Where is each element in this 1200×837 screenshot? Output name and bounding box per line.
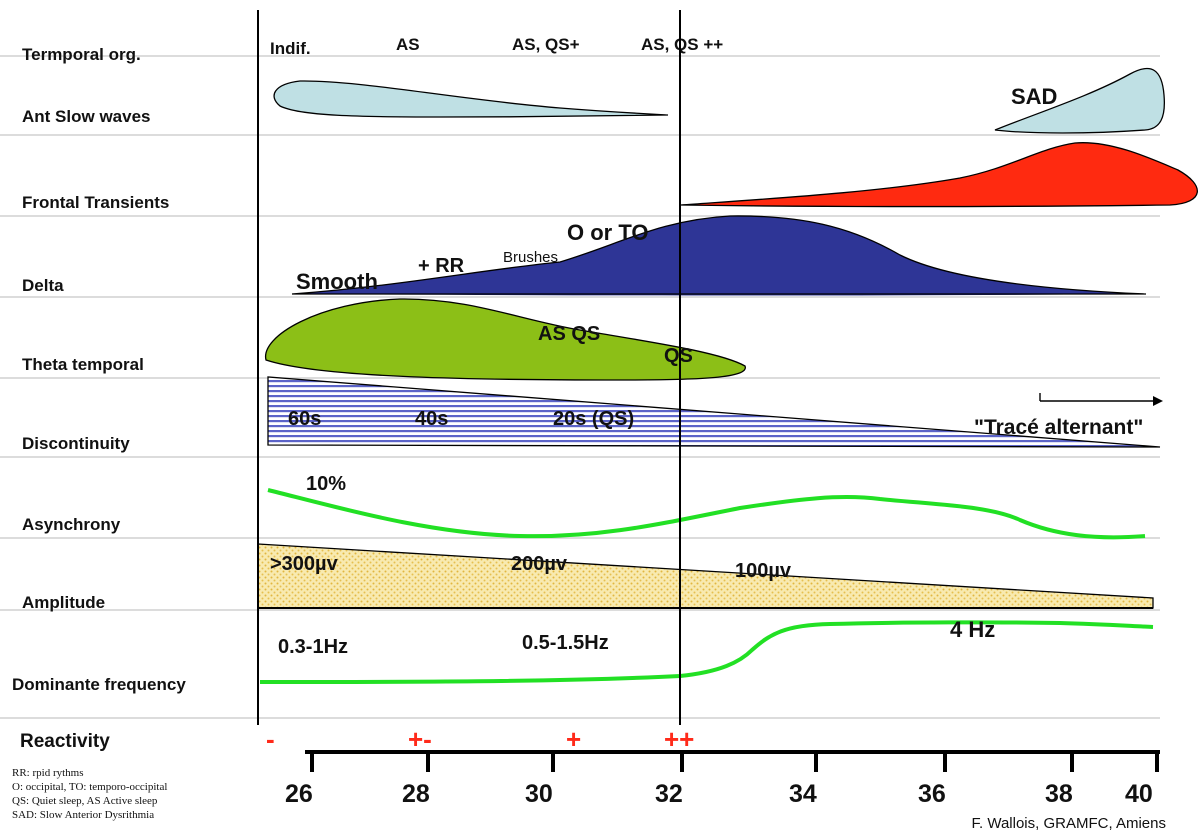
temporal-org-as-qs-plus: AS, QS+ xyxy=(512,35,580,54)
theta-label-qs: QS xyxy=(664,345,693,367)
axis-tick-30: 30 xyxy=(525,780,553,808)
discontinuity-label-60s: 60s xyxy=(288,408,321,430)
row-label-delta: Delta xyxy=(22,276,64,295)
legend-sad: SAD: Slow Anterior Dysrithmia xyxy=(12,809,154,821)
discontinuity-label-40s: 40s xyxy=(415,408,448,430)
axis-tick-34: 34 xyxy=(789,780,817,808)
axis-tick-28: 28 xyxy=(402,780,430,808)
delta-label-brushes: Brushes xyxy=(503,249,558,266)
temporal-org-as-qs-plusplus: AS, QS ++ xyxy=(641,35,723,54)
dom-freq-label-0-5-1-5hz: 0.5-1.5Hz xyxy=(522,632,609,654)
ant-slow-waves-sad-label: SAD xyxy=(1011,84,1057,109)
row-label-theta-temporal: Theta temporal xyxy=(22,355,144,374)
ant-slow-waves-sad-shape xyxy=(994,68,1166,134)
theta-temporal-shape xyxy=(265,298,746,381)
delta-label-o-or-to: O or TO xyxy=(567,220,649,245)
reactivity-plus-minus: +- xyxy=(408,724,432,754)
row-label-asynchrony: Asynchrony xyxy=(22,515,121,534)
axis-tick-32: 32 xyxy=(655,780,683,808)
amplitude-label-300uv: >300µv xyxy=(270,553,339,575)
amplitude-label-200uv: 200µv xyxy=(511,553,568,575)
trace-alternant-label: "Tracé alternant" xyxy=(974,416,1143,439)
asynchrony-curve xyxy=(267,488,1146,540)
ant-slow-waves-early-shape xyxy=(273,80,669,118)
age-axis: 26 28 30 32 34 36 38 40 xyxy=(285,750,1160,808)
asynchrony-label-10pct: 10% xyxy=(306,473,346,495)
axis-tick-38: 38 xyxy=(1045,780,1073,808)
abbreviation-legend: RR: rpid rythms O: occipital, TO: tempor… xyxy=(12,767,167,821)
discontinuity-label-20s-qs: 20s (QS) xyxy=(553,408,634,430)
frontal-transients-shape xyxy=(680,142,1198,208)
amplitude-shape xyxy=(257,543,1154,609)
row-labels: Termporal org. Ant Slow waves Frontal Tr… xyxy=(12,45,186,752)
amplitude-label-100uv: 100µv xyxy=(735,560,792,582)
delta-shape xyxy=(291,215,1147,297)
row-label-discontinuity: Discontinuity xyxy=(22,434,130,453)
row-label-ant-slow-waves: Ant Slow waves xyxy=(22,107,150,126)
theta-label-as-qs: AS QS xyxy=(538,323,600,345)
axis-tick-26: 26 xyxy=(285,780,313,808)
legend-qs-as: QS: Quiet sleep, AS Active sleep xyxy=(12,795,158,807)
row-label-dominant-frequency: Dominante frequency xyxy=(12,675,186,694)
delta-label-smooth: Smooth xyxy=(296,269,378,294)
reactivity-row: - +- + ++ xyxy=(266,724,694,754)
reactivity-minus: - xyxy=(266,724,275,754)
axis-tick-40: 40 xyxy=(1125,780,1153,808)
temporal-org-indif: Indif. xyxy=(270,39,311,58)
dom-freq-label-0-3-1hz: 0.3-1Hz xyxy=(278,636,348,658)
trace-alternant-arrow xyxy=(1039,393,1163,406)
reactivity-plus: + xyxy=(566,724,581,754)
legend-o-to: O: occipital, TO: temporo-occipital xyxy=(12,781,167,793)
dominant-frequency-curve xyxy=(259,620,1154,684)
axis-tick-36: 36 xyxy=(918,780,946,808)
row-label-amplitude: Amplitude xyxy=(22,593,105,612)
delta-label-rr: + RR xyxy=(418,255,465,277)
reactivity-plus-plus: ++ xyxy=(664,724,694,754)
row-label-temporal-org: Termporal org. xyxy=(22,45,141,64)
discontinuity-shape xyxy=(267,376,1161,448)
row-label-reactivity: Reactivity xyxy=(20,731,110,752)
row-label-frontal-transients: Frontal Transients xyxy=(22,193,169,212)
credit-line: F. Wallois, GRAMFC, Amiens xyxy=(972,815,1166,832)
legend-rr: RR: rpid rythms xyxy=(12,767,84,779)
dom-freq-label-4hz: 4 Hz xyxy=(950,617,995,642)
temporal-org-as: AS xyxy=(396,35,420,54)
